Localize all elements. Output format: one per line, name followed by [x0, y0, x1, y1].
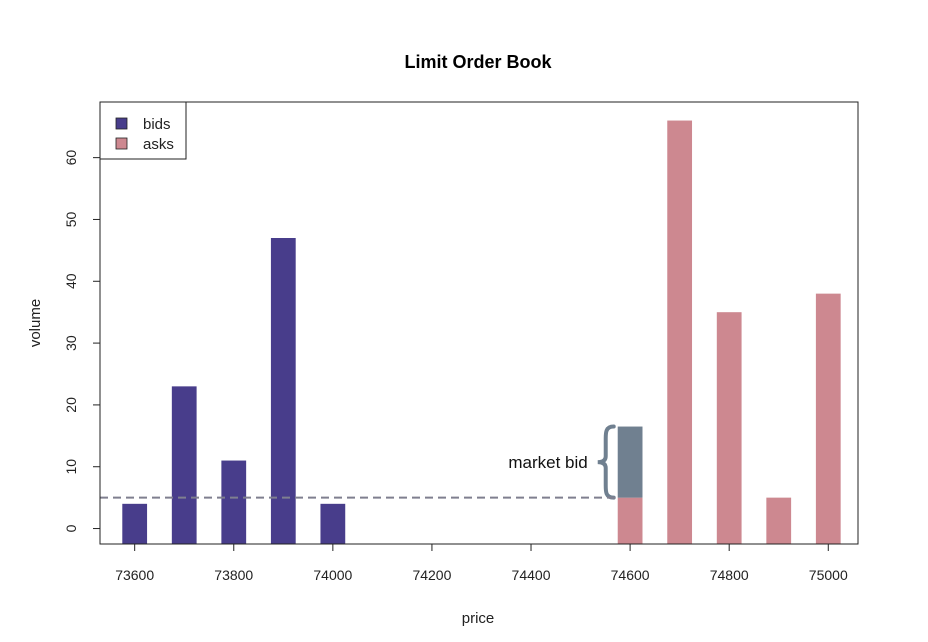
y-tick-label: 60 — [63, 150, 79, 166]
bids-bar — [270, 238, 296, 544]
y-tick-label: 40 — [63, 273, 79, 289]
bids-bar — [320, 503, 346, 544]
y-tick-label: 0 — [63, 524, 79, 532]
market-bid-bar — [617, 426, 643, 498]
y-tick-label: 30 — [63, 335, 79, 351]
x-tick-label: 74600 — [611, 567, 650, 583]
y-tick-label: 50 — [63, 211, 79, 227]
x-tick-label: 73600 — [115, 567, 154, 583]
x-tick-label: 75000 — [809, 567, 848, 583]
legend-swatch-bids — [115, 117, 128, 130]
asks-bar — [815, 293, 841, 544]
y-axis-label: volume — [27, 299, 44, 347]
bids-bar — [122, 503, 148, 544]
x-tick-label: 73800 — [214, 567, 253, 583]
bars-layer — [122, 120, 841, 544]
legend-label-asks: asks — [143, 136, 174, 153]
x-axis-label: price — [462, 610, 495, 627]
market-bid-brace — [597, 424, 616, 500]
x-axis: 73600 73800 74000 74200 74400 74600 74800 75000 — [115, 543, 848, 583]
x-tick-label: 74200 — [412, 567, 451, 583]
legend-box — [99, 101, 187, 160]
legend-label-bids: bids — [143, 116, 171, 133]
x-tick-label: 74400 — [512, 567, 551, 583]
legend-swatch-asks — [115, 137, 128, 150]
plot-frame — [99, 101, 859, 545]
x-tick-label: 74000 — [313, 567, 352, 583]
chart-title: Limit Order Book — [404, 52, 552, 72]
y-axis: 0 10 20 30 40 50 60 — [63, 150, 101, 532]
market-bid-label: market bid — [508, 453, 587, 472]
asks-bar — [716, 312, 742, 544]
bids-bar — [171, 386, 197, 544]
market-bid-annotation: market bid — [100, 424, 643, 500]
y-tick-label: 10 — [63, 459, 79, 475]
x-tick-label: 74800 — [710, 567, 749, 583]
asks-bar — [766, 497, 792, 544]
bids-bar — [221, 460, 247, 544]
asks-bar — [667, 120, 693, 544]
y-tick-label: 20 — [63, 397, 79, 413]
legend: bids asks — [99, 101, 187, 160]
asks-bar — [617, 497, 643, 544]
